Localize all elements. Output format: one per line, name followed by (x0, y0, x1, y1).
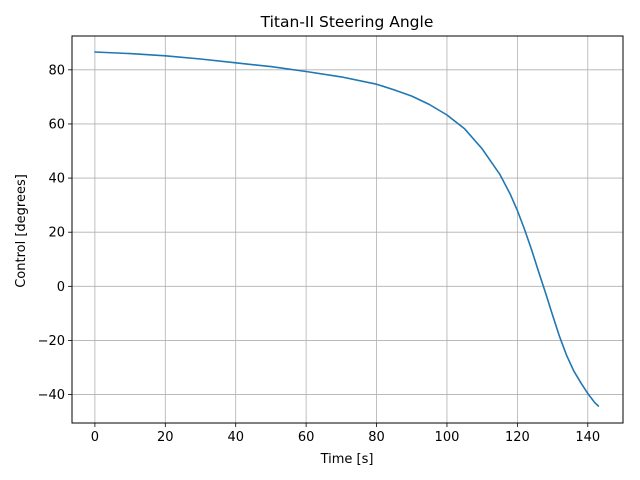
y-tick-label: 20 (48, 226, 65, 241)
y-tick-label: 60 (48, 117, 65, 132)
y-tick-label: −20 (38, 334, 65, 349)
chart-title: Titan-II Steering Angle (260, 13, 434, 31)
x-tick-label: 140 (575, 430, 600, 445)
series-layer (94, 51, 600, 407)
x-tick-label: 20 (157, 430, 174, 445)
y-axis-label: Control [degrees] (14, 174, 29, 288)
y-tick-label: 0 (57, 280, 65, 295)
y-tick-label: 80 (48, 63, 65, 78)
y-tick-label: 40 (48, 172, 65, 187)
ticks: 0 20 40 60 80 100 120 140 −40 −20 0 20 40 60 80 (38, 63, 601, 445)
x-tick-label: 120 (505, 430, 530, 445)
x-tick-label: 0 (91, 430, 99, 445)
y-tick-label: −40 (38, 388, 65, 403)
x-tick-label: 80 (368, 430, 385, 445)
x-tick-label: 60 (298, 430, 315, 445)
grid (72, 36, 623, 423)
x-axis-label: Time [s] (320, 452, 374, 467)
x-tick-label: 40 (227, 430, 244, 445)
series-line (94, 51, 600, 407)
axes-frame (71, 35, 624, 424)
x-tick-label: 100 (435, 430, 460, 445)
